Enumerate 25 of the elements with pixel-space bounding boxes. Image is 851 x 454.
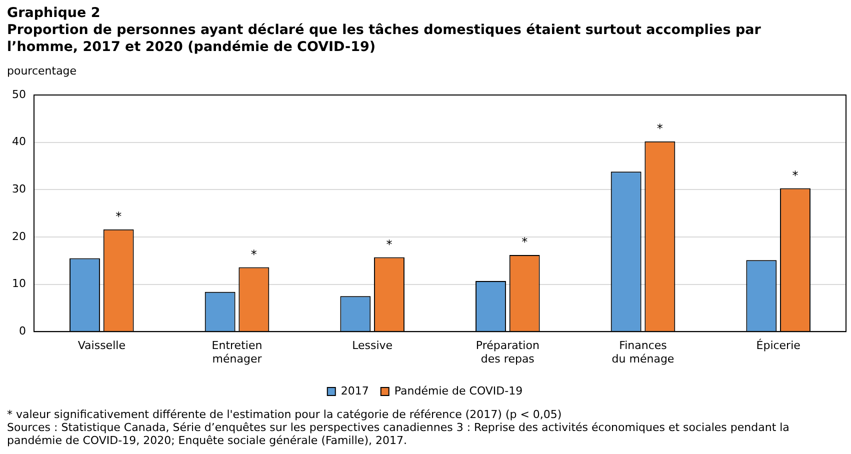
annotation: * bbox=[250, 247, 257, 262]
annotation: * bbox=[792, 168, 798, 182]
source-note: Sources : Statistique Canada, Série d’enquêtes sur les perspectives canadiennes 3 : Reprise des activités économiques et sociales pendant la pandémie de COVID-19, 2020; Enquête sociale générale (Famille), 2017. bbox=[7, 421, 790, 447]
y-tick-label: 50 bbox=[12, 88, 26, 101]
chart-title: Graphique 2 bbox=[7, 5, 102, 22]
x-tick-label: Vaisselle bbox=[78, 339, 126, 352]
annotation: * bbox=[656, 122, 663, 136]
text: * valeur significativement différente de l'estimation pour la catégorie de référence (2017) (p < 0,05) bbox=[7, 408, 563, 421]
legend-label: Pandémie de COVID-19 bbox=[394, 384, 523, 398]
x-tick-label: Épicerie bbox=[756, 338, 801, 352]
x-tick-label: Lessive bbox=[352, 339, 393, 352]
y-tick-label: 40 bbox=[12, 135, 26, 148]
y-tick-label: 0 bbox=[18, 324, 26, 338]
annotation: * bbox=[386, 237, 392, 252]
y-tick-label: 30 bbox=[12, 182, 26, 196]
x-tick-label: Entretien ménager bbox=[212, 339, 262, 366]
x-tick-label: Finances du ménage bbox=[612, 339, 674, 366]
y-axis-title: pourcentage bbox=[7, 64, 77, 78]
y-tick-label: 10 bbox=[12, 277, 26, 290]
annotation: * bbox=[116, 210, 122, 224]
chart-subtitle: Proportion de personnes ayant déclaré que les tâches domestiques étaient surtout accomplies par l’homme, 2017 et 2020 (pandémie de COVID-19) bbox=[7, 22, 762, 56]
annotation: * bbox=[522, 235, 528, 250]
legend-label: 2017 bbox=[340, 384, 369, 398]
x-tick-label: Préparation des repas bbox=[476, 339, 540, 366]
y-tick-label: 20 bbox=[12, 230, 26, 243]
